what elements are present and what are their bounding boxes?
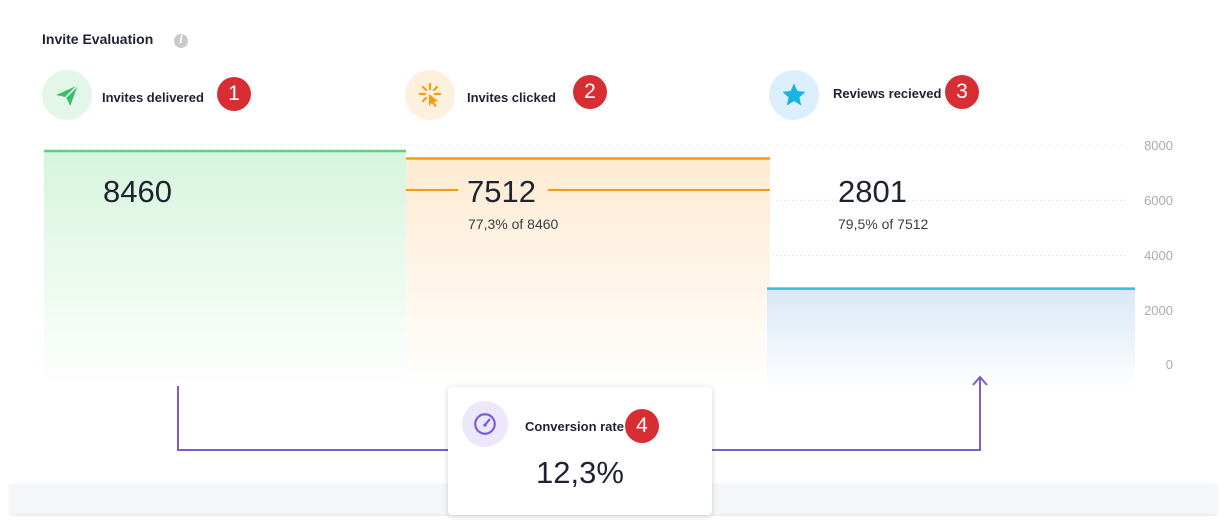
y-tick-2000: 2000 [1144, 303, 1173, 318]
y-tick-8000: 8000 [1144, 138, 1173, 153]
step-badge-3: 3 [945, 75, 979, 109]
conversion-label: Conversion rate [525, 419, 624, 434]
flow-line-left [177, 386, 450, 451]
stage-label-delivered: Invites delivered [102, 90, 204, 105]
stage-label-reviews: Reviews recieved [833, 86, 942, 101]
bar-0 [44, 151, 406, 390]
paper-plane-icon [42, 70, 92, 120]
step-badge-2: 2 [573, 75, 607, 109]
widget-title: Invite Evaluation [42, 31, 154, 47]
click-burst-icon [405, 70, 455, 120]
step-badge-4: 4 [625, 409, 659, 443]
stage-label-clicked: Invites clicked [467, 90, 556, 105]
info-icon[interactable]: i [174, 34, 188, 48]
bar-1 [406, 158, 770, 390]
y-tick-0: 0 [1165, 357, 1173, 372]
step-badge-1: 1 [217, 77, 251, 111]
percent-reviews: 79,5% of 7512 [838, 216, 929, 232]
arrow-up-icon [972, 375, 988, 386]
bar-2 [767, 288, 1135, 390]
percent-clicked: 77,3% of 8460 [468, 216, 559, 232]
star-icon [769, 70, 819, 120]
conversion-value: 12,3% [536, 455, 624, 490]
value-reviews: 2801 [838, 174, 907, 209]
y-tick-4000: 4000 [1144, 248, 1173, 263]
flow-line-right [712, 378, 981, 451]
y-tick-6000: 6000 [1144, 193, 1173, 208]
speedometer-icon [462, 401, 508, 447]
value-clicked: 7512 [467, 174, 536, 209]
value-delivered: 8460 [103, 174, 172, 209]
funnel-chart [44, 144, 1135, 390]
conversion-card: Conversion rate 4 12,3% [448, 387, 712, 515]
